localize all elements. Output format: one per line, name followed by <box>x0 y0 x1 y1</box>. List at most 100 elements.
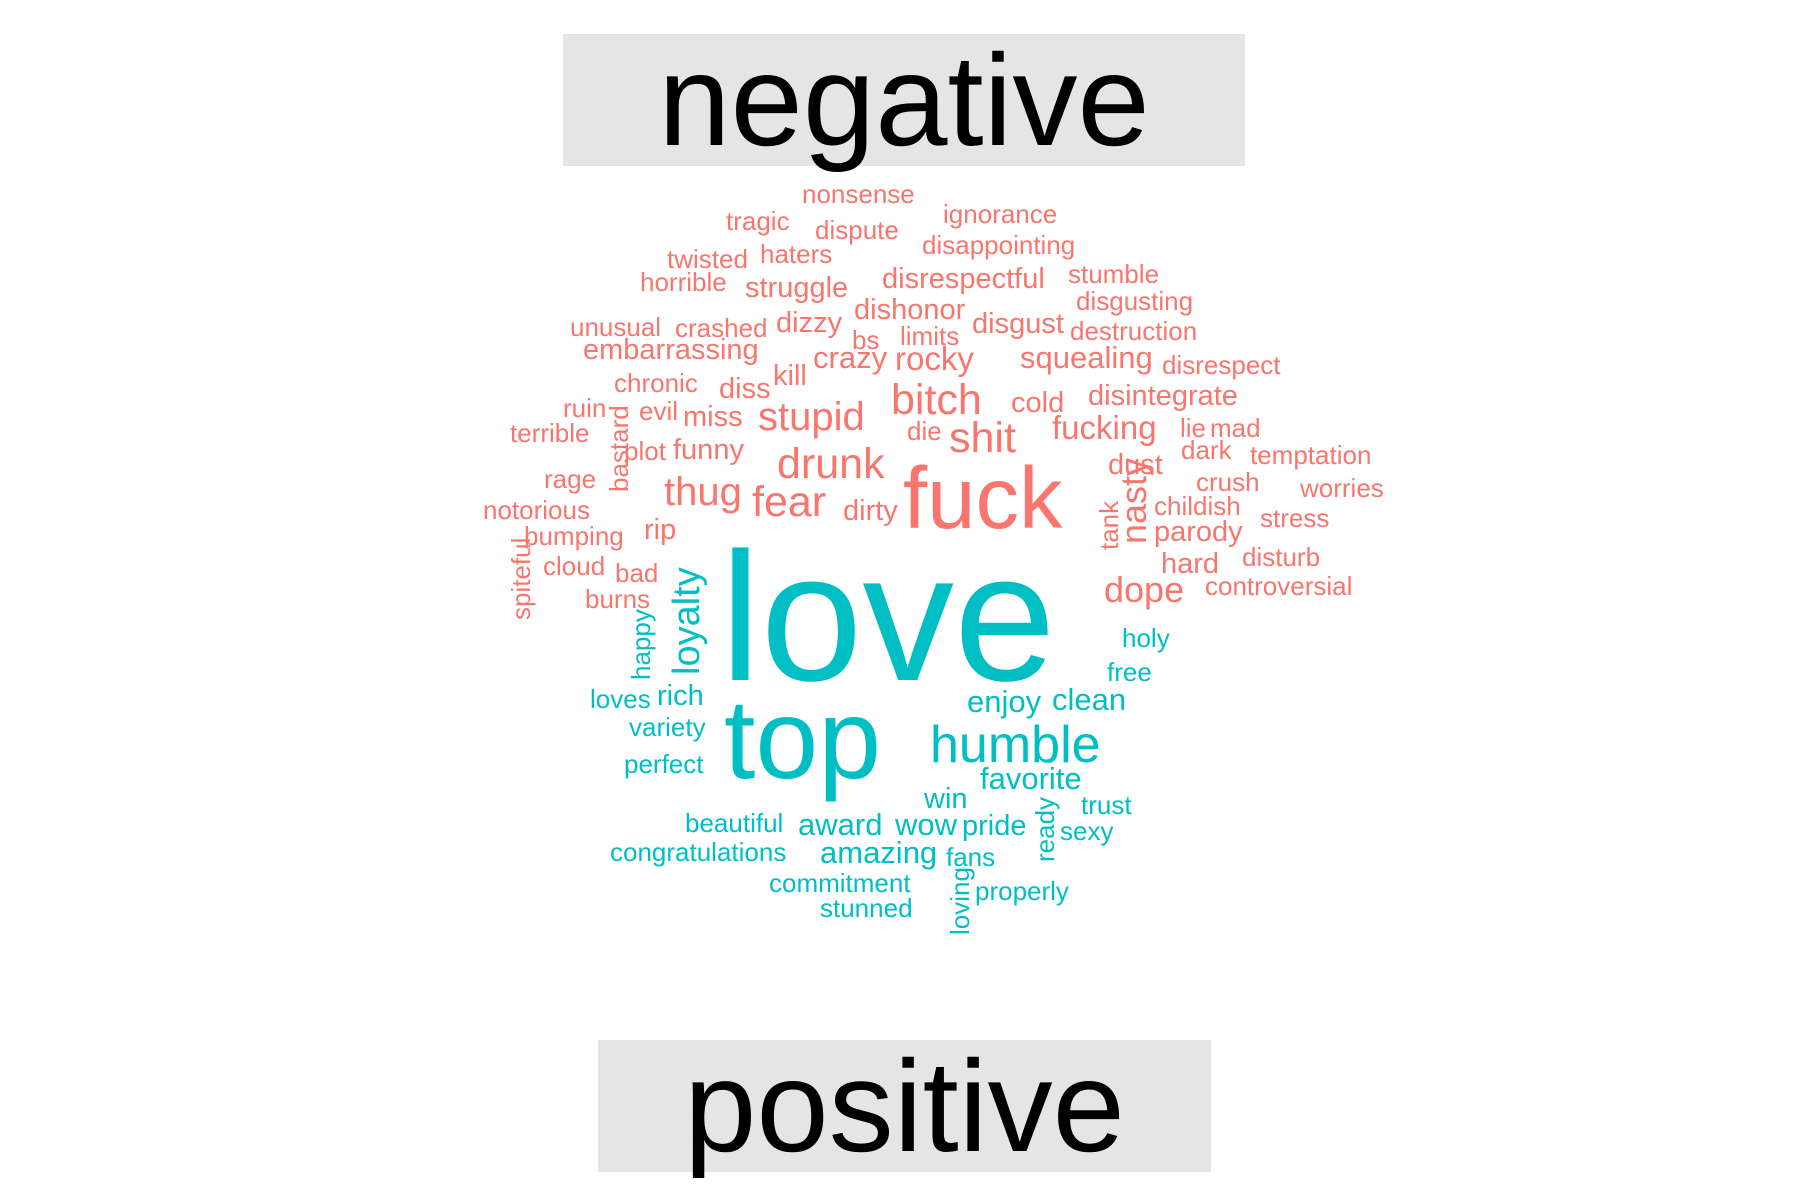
negative-word-shit: shit <box>949 414 1016 462</box>
negative-word-dirty: dirty <box>843 495 898 527</box>
positive-word-perfect: perfect <box>624 749 704 779</box>
positive-word-win: win <box>923 783 968 815</box>
negative-word-stress: stress <box>1260 503 1329 533</box>
positive-word-beautiful: beautiful <box>685 808 783 838</box>
negative-word-dispute: dispute <box>815 215 899 245</box>
negative-word-squealing: squealing <box>1020 340 1153 375</box>
negative-word-drunk: drunk <box>777 440 885 488</box>
negative-word-die: die <box>907 416 942 446</box>
negative-word-burns: burns <box>585 584 650 614</box>
negative-word-dishonor: dishonor <box>854 294 966 326</box>
negative-word-dust: dust <box>1108 449 1163 481</box>
negative-word-funny: funny <box>673 434 744 466</box>
negative-word-limits: limits <box>900 321 959 351</box>
positive-word-award: award <box>798 807 882 842</box>
positive-word-trust: trust <box>1081 790 1132 820</box>
negative-word-rip: rip <box>644 514 676 546</box>
negative-word-embarrassing: embarrassing <box>583 334 759 366</box>
positive-word-happy: happy <box>626 609 656 680</box>
negative-word-fear: fear <box>752 478 826 526</box>
negative-word-ruin: ruin <box>563 393 606 423</box>
negative-word-spiteful: spiteful <box>506 538 536 620</box>
negative-word-notorious: notorious <box>483 495 590 525</box>
negative-word-diss: diss <box>719 373 771 405</box>
positive-word-amazing: amazing <box>820 835 937 870</box>
negative-word-haters: haters <box>760 239 832 269</box>
negative-word-unusual: unusual <box>570 312 661 342</box>
negative-word-disrespect: disrespect <box>1162 350 1281 380</box>
negative-word-crazy: crazy <box>813 340 888 375</box>
negative-word-hard: hard <box>1161 548 1219 580</box>
positive-word-free: free <box>1107 657 1152 687</box>
negative-word-fuck: fuck <box>903 450 1063 547</box>
negative-word-rocky: rocky <box>895 340 974 377</box>
negative-label: negative <box>563 34 1245 166</box>
negative-word-controversial: controversial <box>1205 571 1352 601</box>
positive-word-wow: wow <box>894 807 958 842</box>
negative-word-parody: parody <box>1154 516 1243 548</box>
negative-word-ignorance: ignorance <box>943 199 1057 229</box>
positive-word-clean: clean <box>1052 682 1126 717</box>
negative-word-tank: tank <box>1094 500 1124 550</box>
positive-word-love: love <box>720 514 1056 719</box>
negative-word-disturb: disturb <box>1242 542 1320 572</box>
negative-word-dope: dope <box>1104 569 1184 610</box>
negative-word-dark: dark <box>1181 435 1233 465</box>
negative-word-terrible: terrible <box>510 418 589 448</box>
positive-word-enjoy: enjoy <box>967 684 1042 719</box>
negative-word-nonsense: nonsense <box>802 179 915 209</box>
negative-word-struggle: struggle <box>745 272 848 304</box>
negative-word-bad: bad <box>615 558 658 588</box>
negative-word-bumping: bumping <box>524 521 624 551</box>
negative-word-kill: kill <box>773 360 807 392</box>
negative-word-cloud: cloud <box>543 551 605 581</box>
negative-word-cold: cold <box>1011 387 1064 419</box>
positive-word-favorite: favorite <box>980 761 1082 796</box>
positive-word-ready: ready <box>1030 797 1060 862</box>
negative-word-crashed: crashed <box>675 313 768 343</box>
positive-word-commitment: commitment <box>769 868 911 898</box>
negative-word-tragic: tragic <box>726 206 790 236</box>
positive-word-top: top <box>724 676 881 802</box>
negative-word-childish: childish <box>1154 491 1241 521</box>
negative-word-mad: mad <box>1210 413 1261 443</box>
negative-word-disgust: disgust <box>972 308 1064 340</box>
negative-word-worries: worries <box>1299 473 1384 503</box>
negative-word-nasty: nasty <box>1113 458 1154 544</box>
negative-word-miss: miss <box>683 401 743 433</box>
positive-word-loving: loving <box>945 867 975 935</box>
positive-word-congratulations: congratulations <box>610 837 786 867</box>
negative-word-crush: crush <box>1196 467 1260 497</box>
negative-word-lie: lie <box>1180 413 1206 443</box>
negative-word-disgusting: disgusting <box>1076 286 1193 316</box>
negative-word-thug: thug <box>664 470 742 514</box>
negative-word-disintegrate: disintegrate <box>1088 380 1238 412</box>
negative-word-disrespectful: disrespectful <box>882 263 1045 295</box>
positive-word-pride: pride <box>962 810 1027 842</box>
positive-word-loyalty: loyalty <box>666 567 708 675</box>
negative-word-fucking: fucking <box>1052 409 1157 446</box>
positive-label: positive <box>598 1040 1211 1172</box>
negative-word-plot: plot <box>624 436 667 466</box>
negative-word-stumble: stumble <box>1068 259 1159 289</box>
positive-word-holy: holy <box>1122 623 1170 653</box>
negative-word-dizzy: dizzy <box>776 307 843 339</box>
negative-word-horrible: horrible <box>640 267 727 297</box>
negative-word-bs: bs <box>852 325 879 355</box>
negative-word-rage: rage <box>544 464 596 494</box>
negative-word-bastard: bastard <box>604 405 634 492</box>
negative-word-chronic: chronic <box>614 368 698 398</box>
positive-word-rich: rich <box>657 680 704 712</box>
positive-word-sexy: sexy <box>1060 816 1113 846</box>
positive-word-variety: variety <box>629 712 706 742</box>
negative-word-twisted: twisted <box>667 244 748 274</box>
positive-word-fans: fans <box>946 842 995 872</box>
positive-word-properly: properly <box>975 876 1069 906</box>
negative-word-stupid: stupid <box>758 395 865 439</box>
positive-word-humble: humble <box>930 716 1101 774</box>
negative-word-temptation: temptation <box>1250 440 1371 470</box>
negative-word-evil: evil <box>639 396 678 426</box>
positive-word-loves: loves <box>590 684 651 714</box>
positive-word-stunned: stunned <box>820 893 913 923</box>
